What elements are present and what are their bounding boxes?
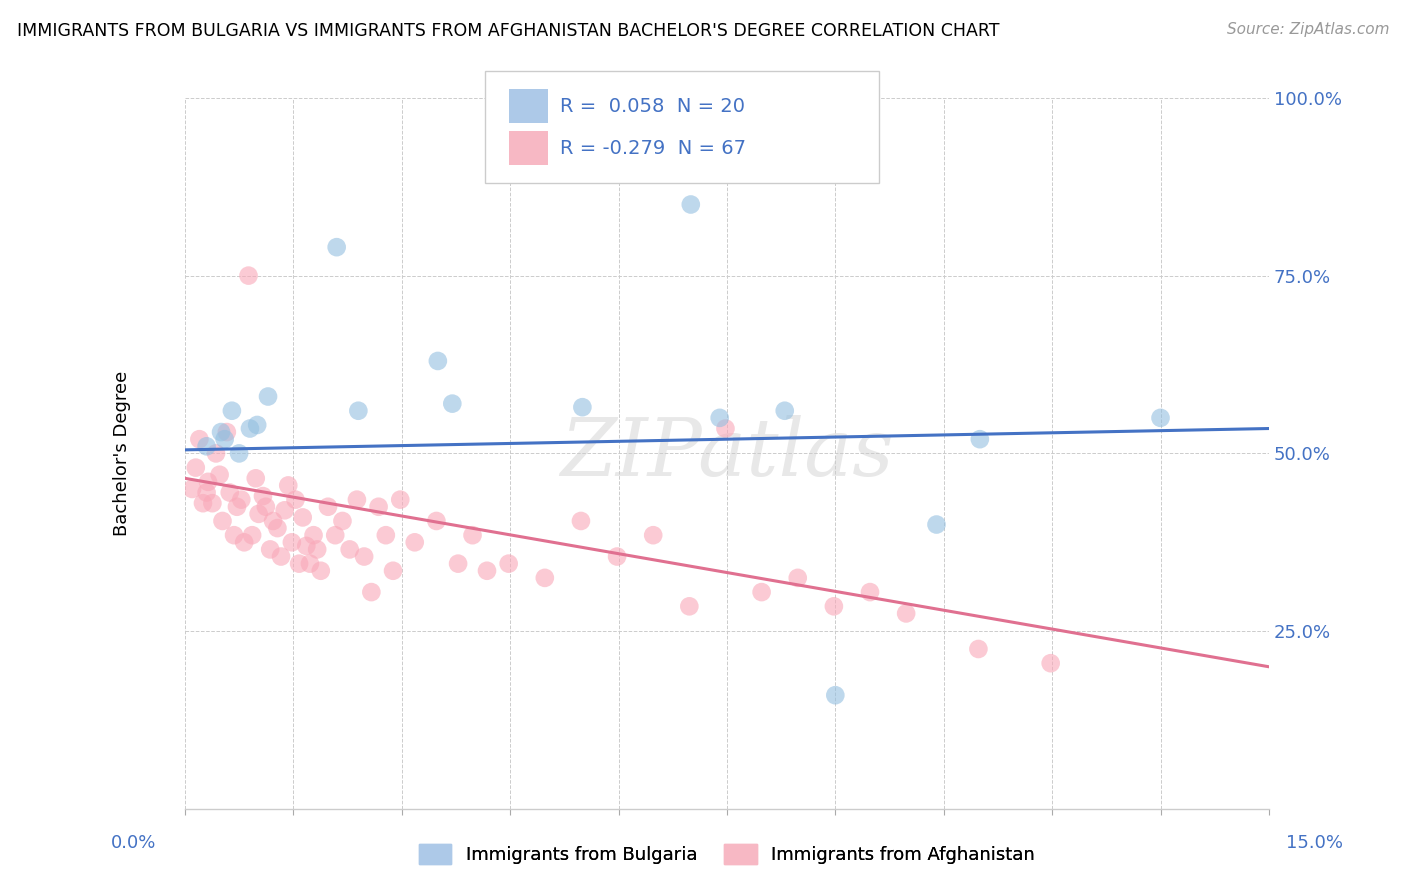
Point [382,564,405,578]
Point [679,197,702,211]
Point [254,500,277,514]
Point [284,492,307,507]
Point [209,425,232,439]
Point [191,496,214,510]
Point [1149,410,1171,425]
Point [339,542,361,557]
Point [461,528,484,542]
Point [259,542,281,557]
Point [773,403,796,417]
Point [208,467,231,482]
Point [226,500,249,514]
Point [404,535,426,549]
Text: 0.0%: 0.0% [111,834,156,852]
Point [709,410,731,425]
Point [1039,657,1062,671]
Point [367,500,389,514]
Point [270,549,292,564]
Point [859,585,882,599]
Point [426,354,449,368]
Point [353,549,375,564]
Point [425,514,447,528]
Point [188,432,211,446]
Point [374,528,396,542]
Point [569,514,592,528]
Point [894,607,917,621]
Point [302,528,325,542]
Point [197,475,219,489]
Point [751,585,773,599]
Point [925,517,948,532]
Point [571,400,593,414]
Point [643,528,665,542]
Text: ZIPatlas: ZIPatlas [560,415,894,492]
Point [195,439,218,453]
Point [231,492,253,507]
Point [205,446,228,460]
Text: R =  0.058  N = 20: R = 0.058 N = 20 [560,96,745,116]
Point [211,514,233,528]
Point [969,432,991,446]
Point [288,557,311,571]
Point [262,514,284,528]
Point [218,485,240,500]
Point [273,503,295,517]
Point [332,514,354,528]
Point [246,417,269,432]
Text: Source: ZipAtlas.com: Source: ZipAtlas.com [1226,22,1389,37]
Point [360,585,382,599]
Point [678,599,700,614]
Point [215,425,238,439]
Point [252,489,274,503]
Point [228,446,250,460]
Point [323,528,346,542]
Point [346,492,368,507]
Point [240,528,263,542]
Text: R = -0.279  N = 67: R = -0.279 N = 67 [560,138,745,158]
Point [298,557,321,571]
Point [221,403,243,417]
Point [347,403,370,417]
Y-axis label: Bachelor's Degree: Bachelor's Degree [114,371,131,536]
Point [222,528,245,542]
Point [714,421,737,435]
Point [195,485,218,500]
Point [967,642,990,657]
Point [447,557,470,571]
Point [389,492,412,507]
Point [214,432,236,446]
Text: IMMIGRANTS FROM BULGARIA VS IMMIGRANTS FROM AFGHANISTAN BACHELOR'S DEGREE CORREL: IMMIGRANTS FROM BULGARIA VS IMMIGRANTS F… [17,22,1000,40]
Point [316,500,339,514]
Point [786,571,808,585]
Point [245,471,267,485]
Point [266,521,288,535]
Point [247,507,270,521]
Point [238,268,260,283]
Point [441,396,464,410]
Point [239,421,262,435]
Text: 15.0%: 15.0% [1286,834,1343,852]
Point [823,599,845,614]
Point [498,557,520,571]
Point [824,688,846,702]
Point [606,549,628,564]
Point [181,482,204,496]
Point [277,478,299,492]
Point [291,510,314,524]
Point [309,564,332,578]
Legend: Immigrants from Bulgaria, Immigrants from Afghanistan: Immigrants from Bulgaria, Immigrants fro… [412,837,1042,871]
Point [533,571,555,585]
Point [184,460,207,475]
Point [325,240,347,254]
Point [201,496,224,510]
Point [307,542,329,557]
Point [233,535,256,549]
Point [475,564,498,578]
Point [295,539,318,553]
Point [281,535,304,549]
Point [257,390,280,404]
